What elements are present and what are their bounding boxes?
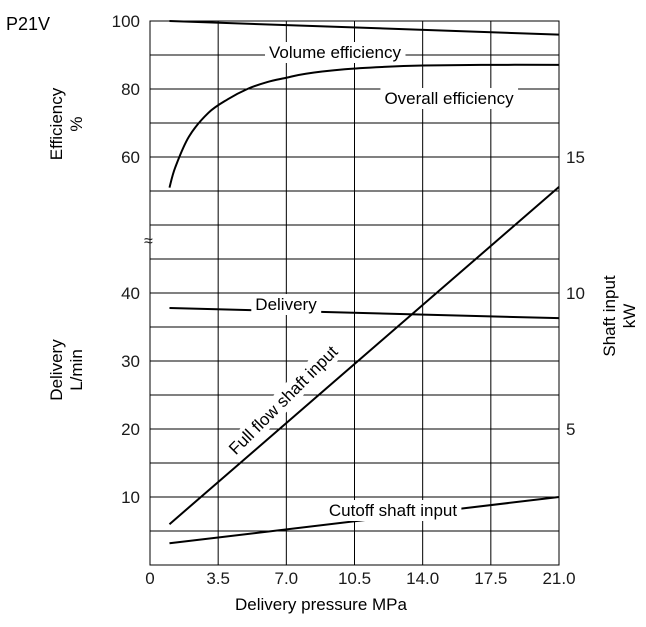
efficiency-tick-label: 80 xyxy=(121,80,140,99)
delivery-line xyxy=(169,306,560,320)
full-flow-shaft-input-label-bg xyxy=(221,338,346,463)
cutoff-shaft-input-label-group: Cutoff shaft input xyxy=(324,500,462,521)
efficiency-axis-title: Efficiency % xyxy=(47,87,86,160)
delivery-tick-label: 30 xyxy=(121,352,140,371)
full-flow-shaft-input-label-group: Full flow shaft input xyxy=(221,338,346,463)
delivery-label: Delivery xyxy=(255,295,317,314)
delivery-tick-label: 20 xyxy=(121,420,140,439)
delivery-label-group: Delivery xyxy=(251,294,322,315)
x-tick-label: 3.5 xyxy=(206,569,230,588)
x-tick-label: 21.0 xyxy=(542,569,575,588)
series-lines xyxy=(168,20,560,545)
shaft-axis-label: Shaft input xyxy=(600,275,619,357)
delivery-tick-label: 40 xyxy=(121,284,140,303)
shaft-axis-title: Shaft input kW xyxy=(600,275,639,357)
delivery-tick-label: 10 xyxy=(121,488,140,507)
axis-break-symbol: ≈ xyxy=(144,233,153,250)
x-tick-label: 7.0 xyxy=(275,569,299,588)
cutoff-shaft-input-label: Cutoff shaft input xyxy=(329,501,457,520)
chart-title: P21V xyxy=(6,14,50,34)
cutoff-shaft-input-label-bg xyxy=(324,500,462,521)
overall-efficiency-label: Overall efficiency xyxy=(384,89,514,108)
efficiency-tick-label: 100 xyxy=(112,12,140,31)
shaft-tick-label: 5 xyxy=(566,420,575,439)
shaft-tick-label: 15 xyxy=(566,148,585,167)
full-flow-shaft-input-label: Full flow shaft input xyxy=(225,342,342,459)
x-tick-label: 10.5 xyxy=(338,569,371,588)
volume-efficiency-label-group: Volume efficiency xyxy=(265,42,406,63)
volume-efficiency-label: Volume efficiency xyxy=(269,43,401,62)
volume-efficiency-line xyxy=(169,20,560,36)
full-flow-shaft-input-line xyxy=(168,186,560,525)
delivery-label-bg xyxy=(251,294,322,315)
tick-labels: 0 3.5 7.0 10.5 14.0 17.5 21.0 100 80 60 40 30 20 10 15… xyxy=(112,12,585,588)
efficiency-axis-unit: % xyxy=(67,116,86,131)
overall-efficiency-label-group: Overall efficiency xyxy=(380,88,519,109)
delivery-axis-label: Delivery xyxy=(47,339,66,401)
x-axis-label: Delivery pressure MPa xyxy=(235,595,407,614)
shaft-tick-label: 10 xyxy=(566,284,585,303)
volume-efficiency-label-bg xyxy=(265,42,406,63)
delivery-axis-title: Delivery L/min xyxy=(47,339,86,401)
delivery-axis-unit: L/min xyxy=(67,349,86,391)
x-tick-label: 0 xyxy=(145,569,154,588)
x-tick-label: 17.5 xyxy=(474,569,507,588)
shaft-axis-unit: kW xyxy=(620,304,639,329)
efficiency-axis-label: Efficiency xyxy=(47,87,66,160)
overall-efficiency-label-bg xyxy=(380,88,519,109)
efficiency-tick-label: 60 xyxy=(121,148,140,167)
overall-efficiency-line xyxy=(168,63,560,188)
series-labels: Volume efficiency Overall efficiency Deliv… xyxy=(221,42,519,521)
plot-grid xyxy=(149,20,560,566)
x-tick-label: 14.0 xyxy=(406,569,439,588)
